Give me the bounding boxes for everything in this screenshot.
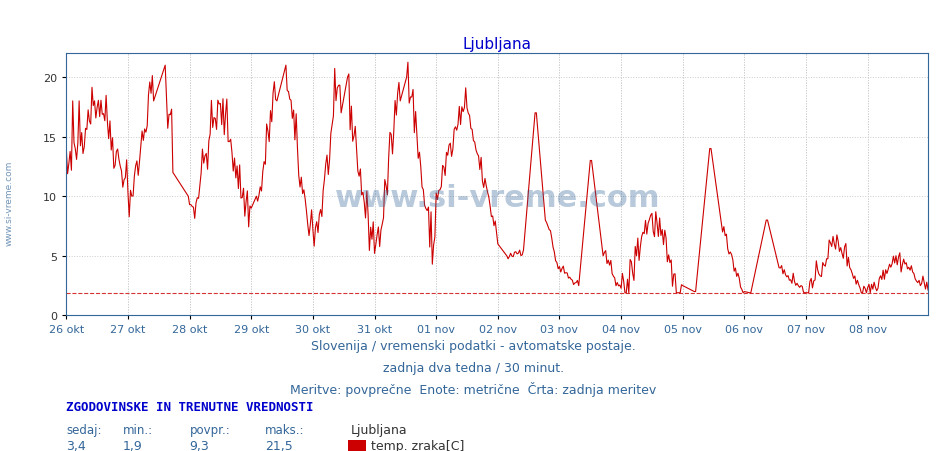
Text: Slovenija / vremenski podatki - avtomatske postaje.: Slovenija / vremenski podatki - avtomats… <box>312 340 635 353</box>
Text: www.si-vreme.com: www.si-vreme.com <box>5 161 14 245</box>
Text: www.si-vreme.com: www.si-vreme.com <box>334 184 660 212</box>
Text: maks.:: maks.: <box>265 423 305 436</box>
Text: zadnja dva tedna / 30 minut.: zadnja dva tedna / 30 minut. <box>383 361 564 374</box>
Text: Meritve: povprečne  Enote: metrične  Črta: zadnja meritev: Meritve: povprečne Enote: metrične Črta:… <box>291 381 656 396</box>
Text: povpr.:: povpr.: <box>189 423 230 436</box>
Title: Ljubljana: Ljubljana <box>463 37 531 51</box>
Text: Ljubljana: Ljubljana <box>350 423 407 436</box>
Text: min.:: min.: <box>123 423 153 436</box>
Text: temp. zraka[C]: temp. zraka[C] <box>371 439 465 451</box>
Text: 1,9: 1,9 <box>123 439 143 451</box>
Text: ZGODOVINSKE IN TRENUTNE VREDNOSTI: ZGODOVINSKE IN TRENUTNE VREDNOSTI <box>66 400 313 414</box>
Text: sedaj:: sedaj: <box>66 423 101 436</box>
Text: 9,3: 9,3 <box>189 439 209 451</box>
Text: 3,4: 3,4 <box>66 439 86 451</box>
Text: 21,5: 21,5 <box>265 439 293 451</box>
